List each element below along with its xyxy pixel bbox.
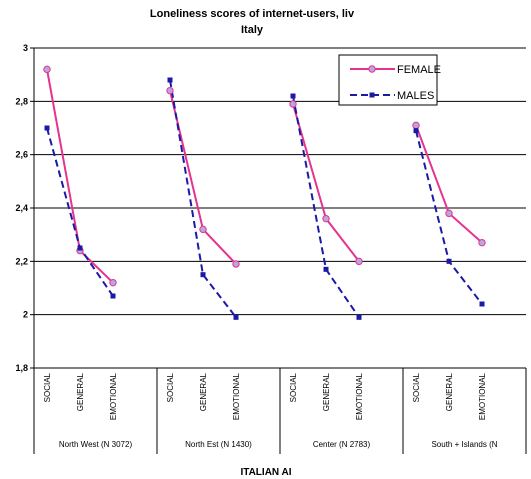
- data-point-males: [167, 77, 173, 83]
- legend-label-female: FEMALE: [397, 64, 441, 76]
- data-point-female: [109, 278, 117, 287]
- category-label: SOCIAL: [43, 372, 52, 402]
- legend-marker-males: [369, 92, 375, 98]
- category-label: SOCIAL: [412, 372, 421, 402]
- data-point-female: [445, 209, 453, 218]
- data-point-female: [289, 100, 297, 108]
- data-point-males: [413, 128, 419, 134]
- legend-box: [338, 54, 438, 106]
- data-point-males: [233, 314, 239, 320]
- category-label: SOCIAL: [166, 372, 175, 402]
- y-axis-ticks: 1,8 2 2,2 2,4 2,6 2,8 3: [15, 43, 34, 373]
- data-point-female: [355, 257, 363, 266]
- legend-marker-female: [368, 65, 376, 73]
- group-label: Center (N 2783): [313, 440, 371, 449]
- series-line-female: [292, 103, 360, 262]
- data-point-males: [200, 272, 206, 278]
- category-label: EMOTIONAL: [355, 372, 364, 420]
- data-point-female: [166, 86, 174, 95]
- chart-title-line-2: Italy: [241, 24, 264, 36]
- category-label: GENERAL: [445, 372, 454, 411]
- gridlines: [34, 47, 526, 316]
- data-point-female: [43, 65, 51, 74]
- data-point-female: [412, 121, 420, 130]
- series-line-males: [46, 127, 114, 297]
- legend: FEMALE MALES: [338, 54, 441, 106]
- y-tick-label: 3: [23, 43, 28, 53]
- category-label: GENERAL: [322, 372, 331, 411]
- group-label: North Est (N 1430): [185, 440, 252, 449]
- category-label: GENERAL: [76, 372, 85, 411]
- category-label: EMOTIONAL: [232, 372, 241, 420]
- y-tick-label: 2,2: [15, 256, 28, 266]
- category-label: GENERAL: [199, 372, 208, 411]
- data-point-female: [478, 238, 486, 247]
- series-line-males: [415, 130, 483, 305]
- y-tick-label: 2,4: [15, 203, 28, 213]
- x-axis: SOCIAL GENERAL EMOTIONAL North West (N 3072…: [33, 48, 527, 454]
- category-label: EMOTIONAL: [478, 372, 487, 420]
- series-line-female: [415, 124, 483, 244]
- data-point-males: [323, 266, 329, 272]
- data-point-males: [479, 301, 485, 307]
- data-point-males: [356, 314, 362, 320]
- data-point-males: [290, 93, 296, 99]
- x-axis-label: ITALIAN AI: [240, 467, 291, 478]
- data-point-males: [446, 258, 452, 264]
- data-point-males: [77, 245, 83, 251]
- chart-title-line-1: Loneliness scores of internet-users, liv: [150, 8, 355, 20]
- group-label: South + Islands (N: [431, 440, 497, 449]
- y-tick-label: 2,8: [15, 96, 28, 106]
- y-tick-label: 1,8: [15, 363, 28, 373]
- y-tick-label: 2: [23, 310, 28, 320]
- legend-label-males: MALES: [397, 90, 434, 102]
- y-tick-label: 2,6: [15, 150, 28, 160]
- series-line-males: [169, 79, 237, 318]
- category-label: SOCIAL: [289, 372, 298, 402]
- data-point-males: [110, 293, 116, 299]
- data-point-males: [44, 125, 50, 131]
- series-markers: [43, 65, 486, 320]
- series-line-female: [169, 90, 237, 265]
- data-point-female: [322, 214, 330, 223]
- data-point-female: [199, 225, 207, 234]
- series-line-males: [292, 95, 360, 318]
- data-point-female: [232, 260, 240, 268]
- group-label: North West (N 3072): [59, 440, 133, 449]
- category-label: EMOTIONAL: [109, 372, 118, 420]
